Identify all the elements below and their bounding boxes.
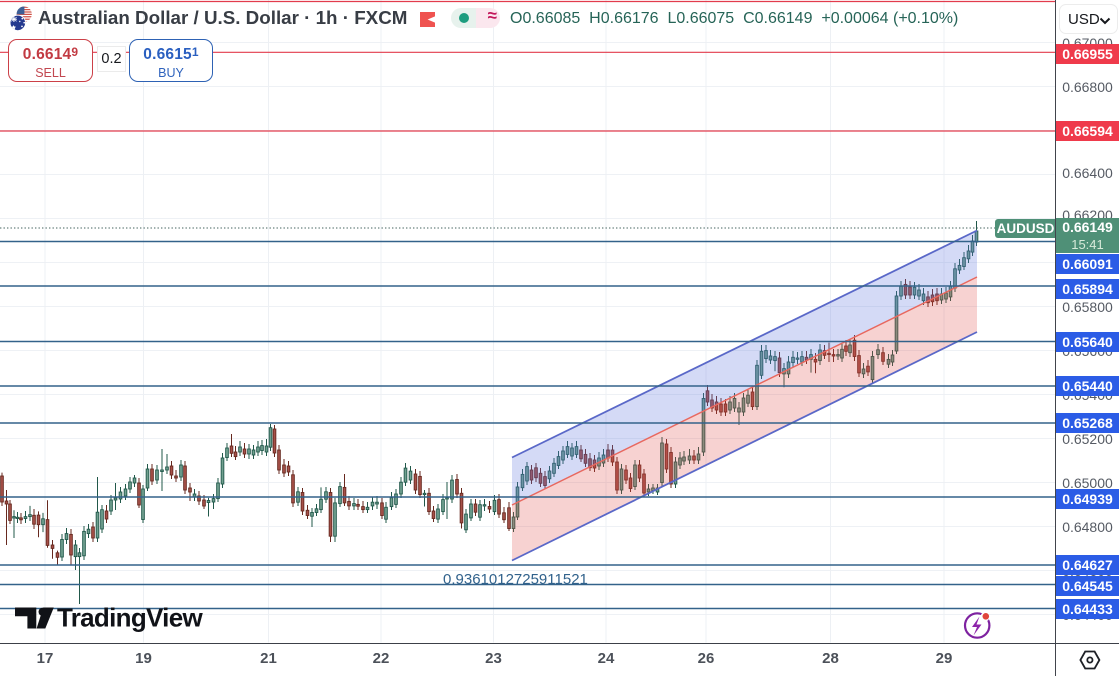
svg-text:TradingView: TradingView	[57, 603, 203, 633]
svg-text:0.9361012725911521: 0.9361012725911521	[443, 571, 588, 588]
